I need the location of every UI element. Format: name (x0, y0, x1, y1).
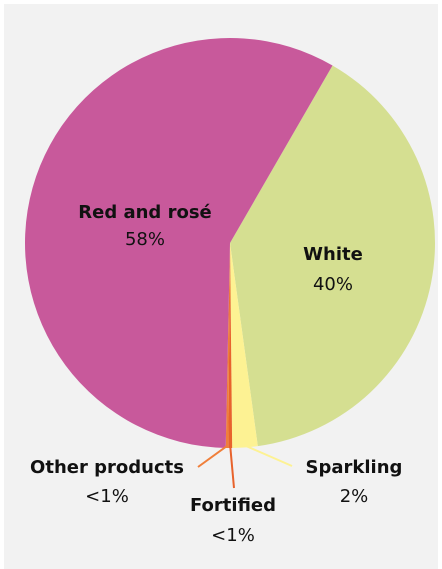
pie-slice-sparkling (230, 243, 258, 448)
pie-slices (25, 38, 435, 448)
slice-value-red-and-rose: 58% (125, 229, 165, 250)
slice-label-other-products: Other products (30, 457, 184, 478)
slice-value-white: 40% (313, 274, 353, 295)
leader-line-sparkling (244, 444, 293, 467)
pie-slice-white (230, 65, 435, 447)
pie-slice-fortified (228, 243, 233, 448)
slice-value-fortified: <1% (211, 525, 255, 546)
pie-slice-other-products (225, 243, 230, 448)
slice-label-sparkling: Sparkling (306, 457, 403, 478)
pie-slice-red-and-ros (25, 38, 333, 448)
leader-line-other-products (197, 445, 228, 468)
slice-label-red-and-rose: Red and rosé (78, 202, 212, 223)
slice-label-fortified: Fortified (190, 495, 276, 516)
slice-value-other-products: <1% (85, 486, 129, 507)
slice-label-white: White (303, 244, 363, 265)
leader-lines (197, 444, 293, 489)
slice-value-sparkling: 2% (340, 486, 369, 507)
leader-line-fortified (229, 445, 235, 489)
